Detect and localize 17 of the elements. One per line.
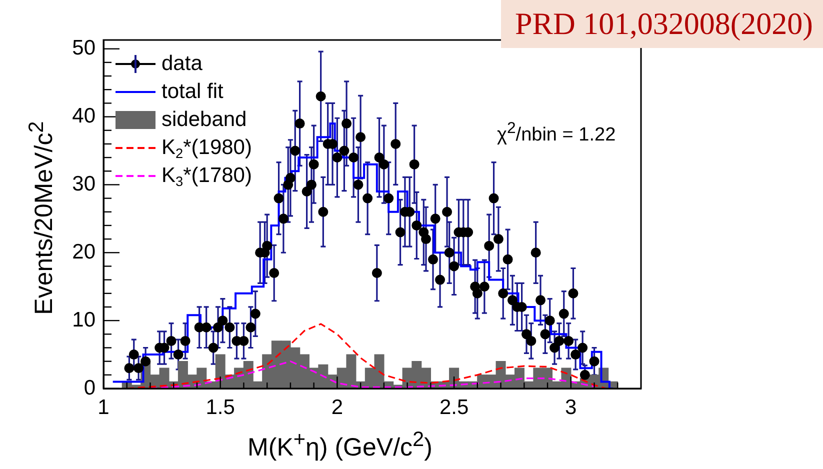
x-tick-label: 1: [98, 396, 110, 419]
y-tick-label: 0: [84, 376, 96, 400]
legend-label: data: [162, 52, 203, 75]
y-tick-label: 20: [72, 240, 96, 264]
y-tick-label: 40: [72, 104, 96, 128]
x-axis-title: M(K$^{+}$η) (GeV/c$^{2}$): [248, 428, 432, 462]
annotation: χ$^{2}$/nbin = 1.22: [497, 120, 616, 146]
y-tick-label: 30: [72, 172, 96, 196]
y-tick-label: 10: [72, 308, 96, 332]
x-tick-label: 3: [565, 396, 577, 419]
annotation: PRD 101,032008(2020): [501, 0, 823, 48]
legend-label: total fit: [162, 80, 224, 103]
x-tick-label: 2: [331, 396, 344, 419]
legend-label: sideband: [162, 108, 247, 131]
y-tick-label: 50: [72, 36, 96, 60]
x-tick-label: 2.5: [439, 396, 469, 419]
x-tick-label: 1.5: [206, 396, 235, 419]
